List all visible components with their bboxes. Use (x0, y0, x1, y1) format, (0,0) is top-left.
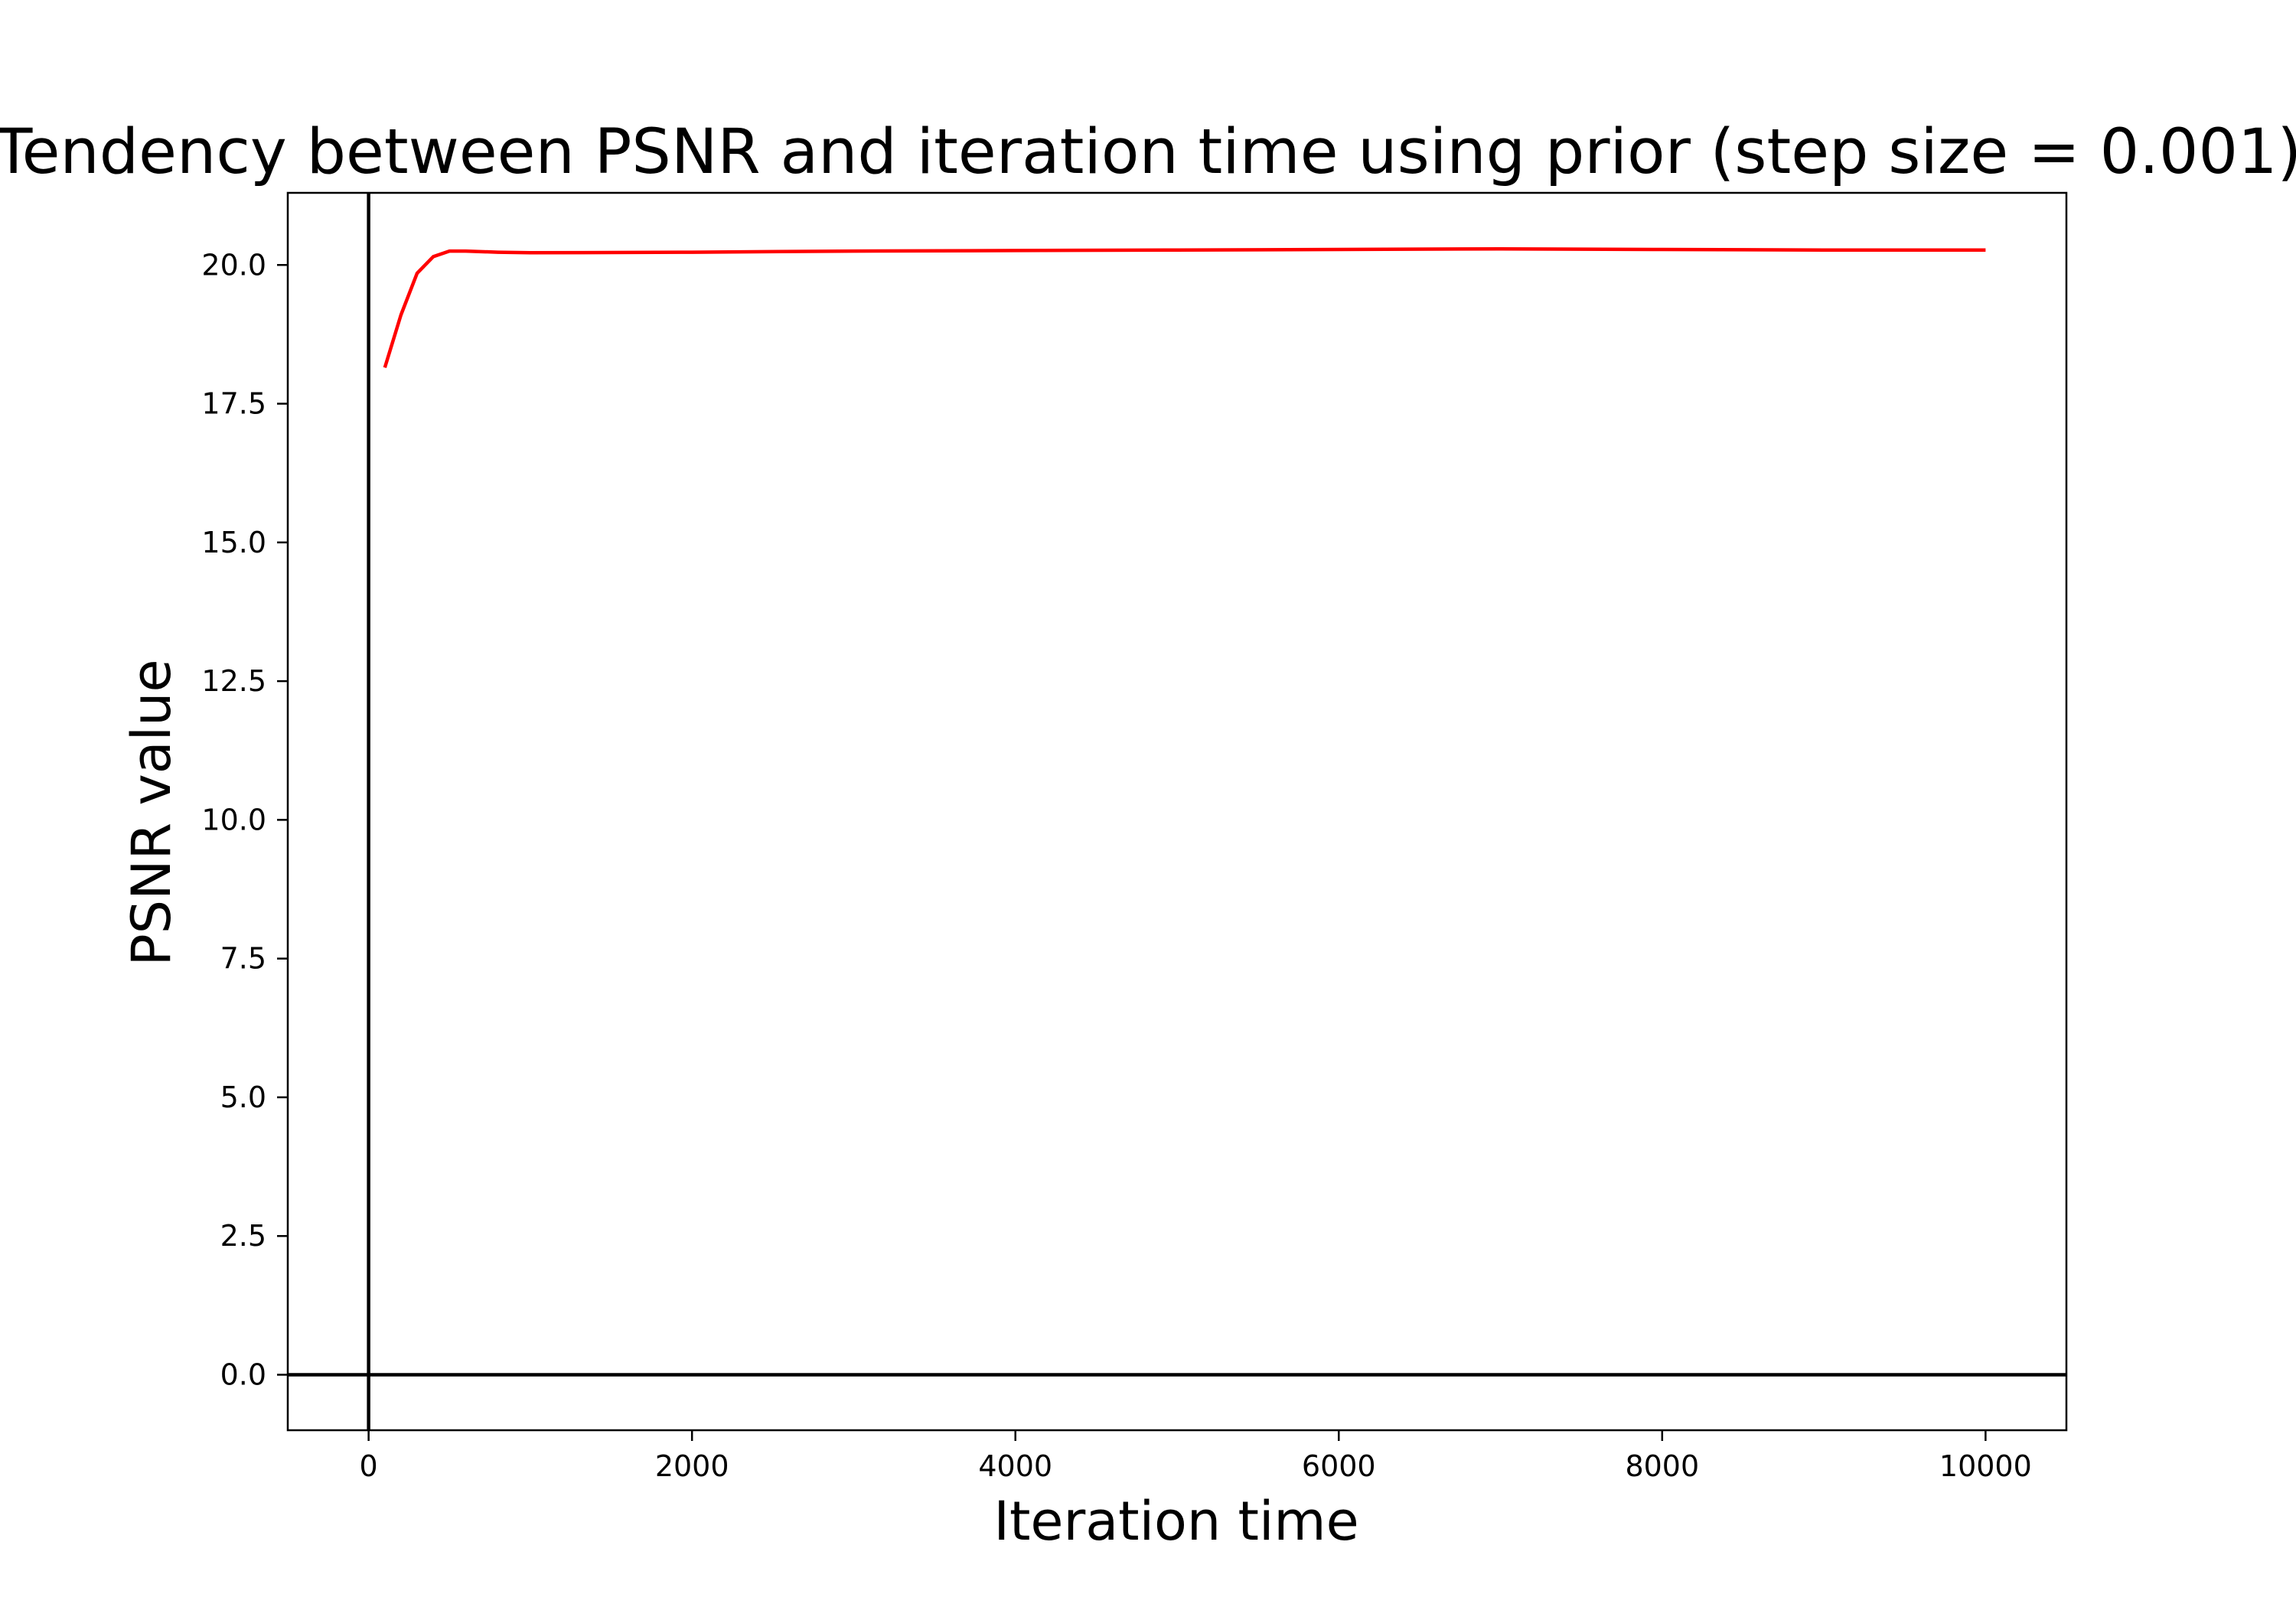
x-axis-ticks: 0 2000 4000 6000 8000 10000 (360, 1430, 2032, 1483)
y-tick-label: 2.5 (220, 1219, 266, 1253)
y-axis-ticks: 0.0 2.5 5.0 7.5 10.0 12.5 15.0 17.5 20.0 (201, 248, 288, 1391)
series-line-0 (383, 246, 1986, 369)
y-tick-label: 10.0 (201, 803, 266, 836)
x-tick-label: 0 (360, 1449, 378, 1483)
y-tick-label: 0.0 (220, 1358, 266, 1391)
y-axis-title: PSNR value (120, 659, 183, 966)
y-tick-label: 7.5 (220, 942, 266, 976)
y-tick-label: 12.5 (201, 664, 266, 698)
x-tick-label: 8000 (1625, 1449, 1699, 1483)
chart-title: Tendency between PSNR and iteration time… (0, 116, 2296, 188)
y-tick-label: 15.0 (201, 526, 266, 559)
y-tick-label: 20.0 (201, 248, 266, 282)
x-axis-title: Iteration time (993, 1490, 1358, 1553)
plot-frame (286, 191, 2068, 1432)
y-tick-label: 17.5 (201, 387, 266, 421)
reference-lines (288, 193, 2066, 1430)
series-layer (383, 246, 1986, 369)
x-tick-label: 2000 (655, 1449, 729, 1483)
x-tick-label: 6000 (1302, 1449, 1376, 1483)
x-tick-label: 4000 (978, 1449, 1052, 1483)
x-tick-label: 10000 (1939, 1449, 2032, 1483)
y-tick-label: 5.0 (220, 1081, 266, 1114)
